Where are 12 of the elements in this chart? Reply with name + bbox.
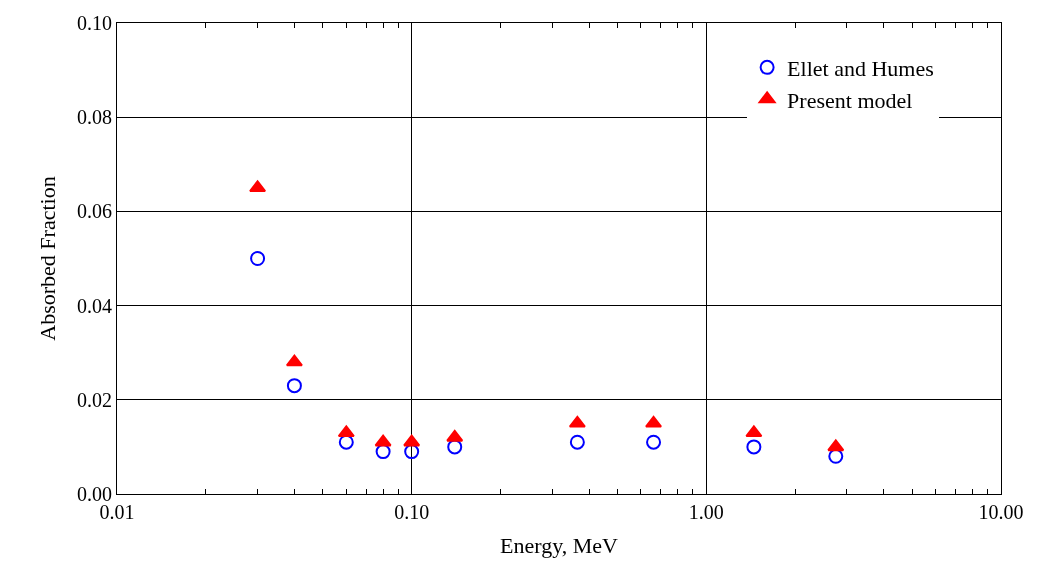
y-tick-label: 0.08 [77, 106, 112, 129]
y-axis-title: Absorbed Fraction [34, 176, 60, 341]
legend-label: Present model [787, 87, 913, 113]
x-tick-label: 0.10 [394, 501, 430, 523]
y-tick-label: 0.10 [77, 12, 112, 34]
x-tick-label: 10.00 [978, 501, 1024, 523]
legend-label: Ellet and Humes [787, 55, 934, 81]
x-tick-label: 1.00 [688, 501, 724, 523]
y-tick-label: 0.02 [77, 388, 112, 411]
y-tick-label: 0.04 [77, 294, 112, 317]
x-axis-title: Energy, MeV [500, 532, 619, 558]
y-tick-label: 0.06 [77, 200, 112, 223]
